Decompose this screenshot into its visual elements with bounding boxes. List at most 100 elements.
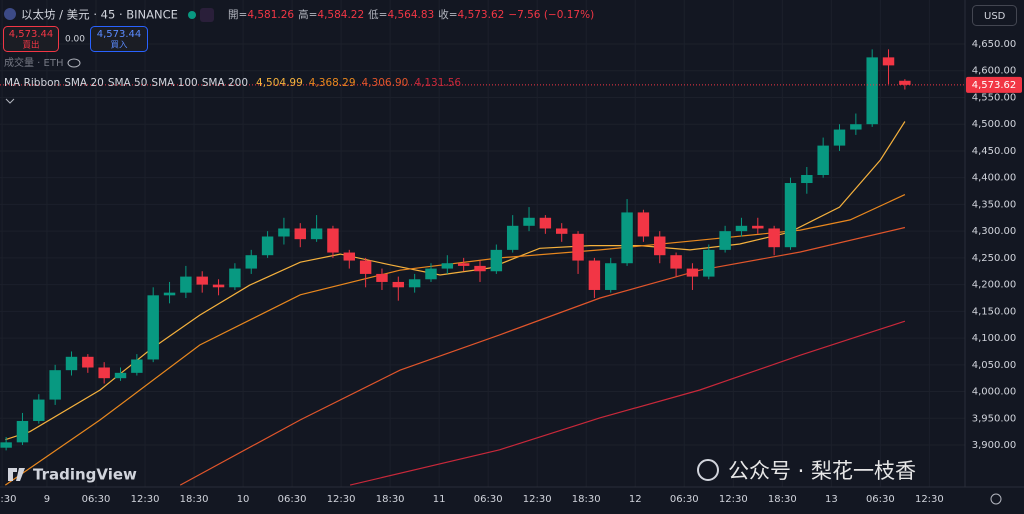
y-tick-label: 4,400.00 <box>972 173 1017 184</box>
candle-body <box>359 260 372 274</box>
candle-body <box>457 263 470 266</box>
candle-body <box>833 129 846 146</box>
buy-price: 4,573.44 <box>97 29 142 40</box>
ma-line <box>349 320 906 486</box>
legend-value: 4,368.29 <box>309 77 356 89</box>
x-tick-label: 18:30 <box>0 494 16 505</box>
candle-body <box>180 276 192 293</box>
candle-body <box>882 57 895 66</box>
candle-body <box>98 367 110 379</box>
candle-body <box>196 276 208 285</box>
y-tick-label: 4,250.00 <box>972 253 1017 264</box>
caption: 公众号 · 梨花一枝香 <box>728 459 916 483</box>
ohlc-value: 4,581.26 <box>247 9 294 21</box>
candle-body <box>16 420 29 443</box>
candle-body <box>294 228 306 240</box>
x-tick-label: 12:30 <box>915 494 944 505</box>
candle-body <box>850 124 862 130</box>
candle-body <box>392 281 405 288</box>
candle-body <box>752 225 764 229</box>
candle-body <box>245 255 257 269</box>
candle-body <box>686 268 699 277</box>
brand-logo <box>8 468 25 481</box>
visibility-icon[interactable] <box>67 58 81 68</box>
sell-button[interactable] <box>3 26 59 52</box>
y-tick-label: 4,100.00 <box>972 333 1017 344</box>
legend-entry: SMA 200 <box>202 77 248 89</box>
x-tick-label: 9 <box>44 494 50 505</box>
ma-line <box>179 226 906 486</box>
settings-icon[interactable] <box>990 493 1002 505</box>
y-tick-label: 4,150.00 <box>972 306 1017 317</box>
candle-body <box>735 225 748 232</box>
candle-body <box>866 57 878 125</box>
x-tick-label: 06:30 <box>474 494 503 505</box>
candle-body <box>212 284 225 288</box>
y-tick-label: 4,650.00 <box>972 39 1017 50</box>
candle-body <box>506 225 519 250</box>
sell-price: 4,573.44 <box>9 29 54 40</box>
plot <box>0 49 965 486</box>
candle-body <box>114 372 127 379</box>
legend-value: 4,504.99 <box>256 77 303 89</box>
candle-body <box>539 217 552 229</box>
legend-value: 4,306.90 <box>362 77 409 89</box>
indicator-icon[interactable] <box>200 8 214 22</box>
last-price-label: 4,573.62 <box>972 80 1017 91</box>
y-tick-label: 3,950.00 <box>972 413 1017 424</box>
candle-body <box>229 268 241 288</box>
buy-button[interactable] <box>90 26 148 52</box>
candle-body <box>637 212 650 237</box>
buy-label: 買入 <box>110 41 128 51</box>
y-tick-label: 3,900.00 <box>972 440 1017 451</box>
x-tick-label: 18:30 <box>572 494 601 505</box>
candle-body <box>163 292 176 296</box>
candle-body <box>343 252 356 261</box>
x-tick-label: 13 <box>825 494 838 505</box>
indicator-legend: MA Ribbon SMA 20 SMA 50 SMA 100 SMA 200 4,504… <box>4 77 461 89</box>
candle-body <box>572 233 584 261</box>
ohlc-change: −7.56 (−0.17%) <box>508 9 594 21</box>
ohlc-key: 低= <box>368 8 387 21</box>
legend-entry: SMA 100 <box>151 77 197 89</box>
candle-body <box>621 212 633 264</box>
y-tick-label: 4,200.00 <box>972 280 1017 291</box>
x-tick-label: 18:30 <box>376 494 405 505</box>
wechat-icon <box>697 459 719 481</box>
x-tick-label: 06:30 <box>82 494 111 505</box>
last-price-tag <box>966 76 1022 93</box>
candle-body <box>784 183 797 248</box>
x-tick-label: 12 <box>629 494 642 505</box>
brand: TradingView <box>33 466 137 484</box>
x-tick-label: 12:30 <box>327 494 356 505</box>
sell-label: 賣出 <box>22 40 39 51</box>
candle-body <box>719 231 731 250</box>
candle-body <box>65 356 78 371</box>
candle-body <box>817 145 829 176</box>
volume-label: 成交量 · ETH <box>4 56 63 69</box>
legend-entry: SMA 20 <box>64 77 104 89</box>
candle-body <box>441 263 454 269</box>
candle-body <box>0 442 12 448</box>
candle-body <box>703 249 715 277</box>
candle-body <box>801 175 813 184</box>
currency-button[interactable] <box>972 5 1017 26</box>
candle-body <box>523 217 535 226</box>
collapse-icon[interactable] <box>5 98 15 104</box>
candle-body <box>327 228 339 253</box>
x-tick-label: 11 <box>433 494 446 505</box>
candle-body <box>408 279 421 288</box>
candle-body <box>490 249 503 272</box>
candle-body <box>899 80 911 85</box>
legend-value: 4,131.56 <box>414 77 461 89</box>
candle-body <box>768 228 780 248</box>
spread: 0.00 <box>65 35 85 45</box>
x-tick-label: 18:30 <box>180 494 209 505</box>
candle-body <box>33 399 45 421</box>
currency: USD <box>984 11 1006 22</box>
x-tick-label: 12:30 <box>719 494 748 505</box>
candle-body <box>310 228 323 240</box>
x-tick-label: 06:30 <box>278 494 307 505</box>
ohlc-value: 4,564.83 <box>387 9 434 21</box>
ohlc-key: 高= <box>298 8 317 21</box>
